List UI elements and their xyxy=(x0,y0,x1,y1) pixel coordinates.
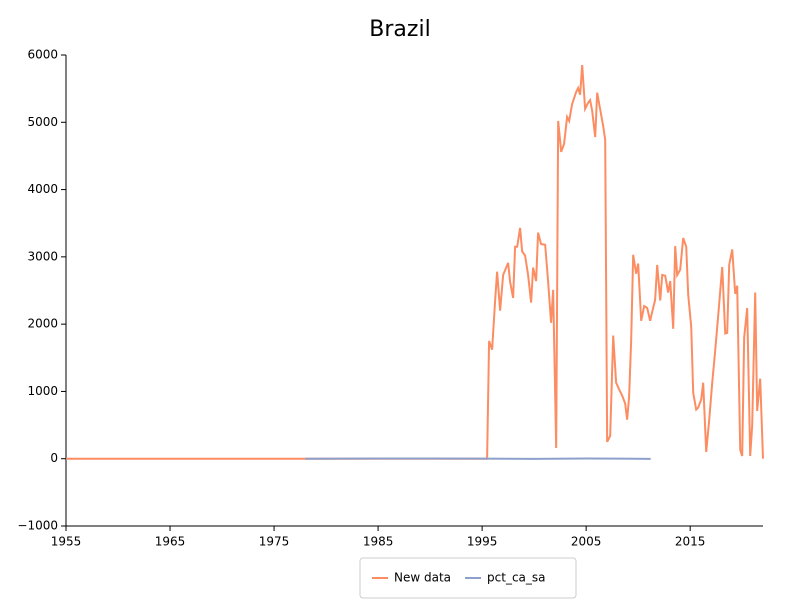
x-tick-label: 1985 xyxy=(363,535,394,549)
x-tick-label: 2005 xyxy=(571,535,602,549)
y-tick-label: 6000 xyxy=(27,48,58,62)
y-tick-label: 0 xyxy=(50,451,58,465)
y-tick-label: 5000 xyxy=(27,115,58,129)
x-tick-label: 1965 xyxy=(155,535,186,549)
x-tick-label: 1995 xyxy=(467,535,498,549)
series-line xyxy=(66,65,763,459)
y-tick-label: −1000 xyxy=(17,519,58,533)
y-tick-label: 3000 xyxy=(27,249,58,263)
chart-title: Brazil xyxy=(369,17,430,42)
legend-label: pct_ca_sa xyxy=(487,571,545,585)
legend-label: New data xyxy=(394,571,451,585)
y-tick-label: 2000 xyxy=(27,317,58,331)
y-tick-label: 4000 xyxy=(27,182,58,196)
y-tick-label: 1000 xyxy=(27,384,58,398)
x-tick-label: 2015 xyxy=(675,535,706,549)
x-tick-label: 1975 xyxy=(259,535,290,549)
x-tick-label: 1955 xyxy=(51,535,82,549)
